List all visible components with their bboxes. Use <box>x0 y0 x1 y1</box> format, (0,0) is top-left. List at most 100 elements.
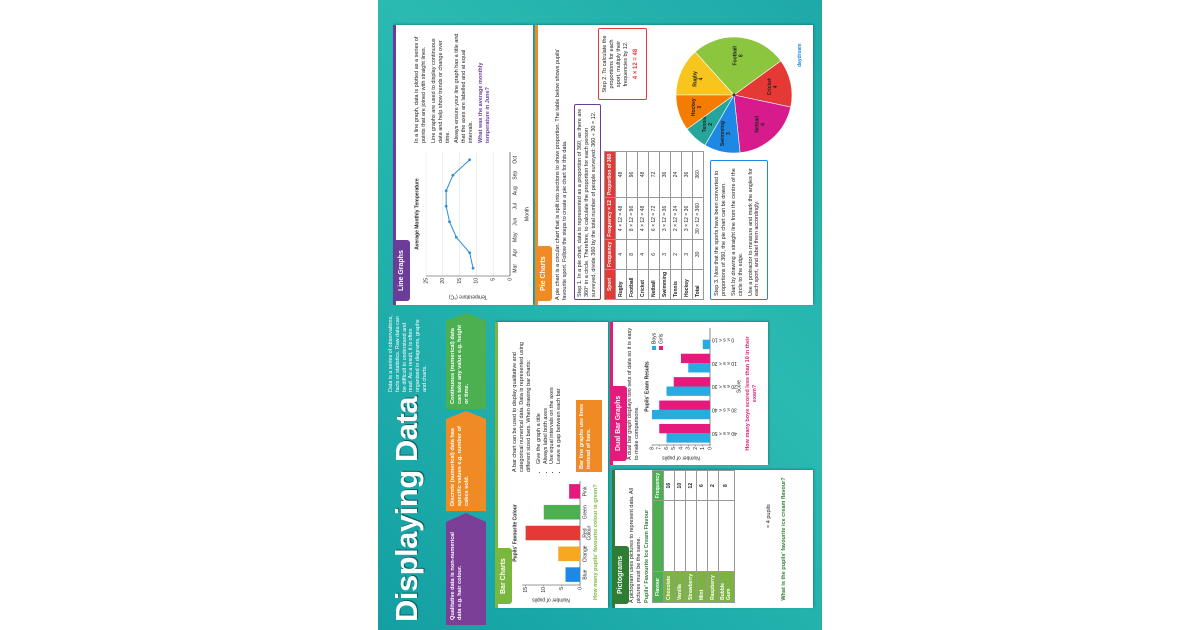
slice-value: 4 <box>698 77 704 80</box>
table-row: Raspberry 2 <box>707 470 719 603</box>
table-cell: 36 <box>681 151 693 198</box>
x-tick-label: 10 ≤ s < 20 <box>712 360 737 366</box>
chart-title: Pupils' Favourite Colour <box>512 504 518 562</box>
bullet: Give the graph a title <box>536 327 543 464</box>
table-row: Rugby 4 4 × 12 = 48 48 <box>615 151 627 300</box>
x-axis-label: Score <box>736 380 742 393</box>
paragraph: Step 2. To calculate the proportions for… <box>602 35 629 93</box>
table-cell: 48 <box>637 151 649 198</box>
table-cell: 24 <box>670 151 682 198</box>
x-tick-label: Orange <box>582 545 588 562</box>
table-cell: Swimming <box>659 269 671 300</box>
table-cell <box>696 500 708 572</box>
y-tick-label: 25 <box>423 278 429 284</box>
bar <box>525 525 580 541</box>
table-title: Pupils' Favourite Ice Cream Flavour <box>644 509 650 603</box>
table-cell: Cricket <box>637 269 649 300</box>
bar <box>666 386 710 396</box>
table-cell: Raspberry <box>707 571 719 603</box>
slice-value: 6 <box>761 123 767 126</box>
slice-label: Cricket <box>767 78 773 95</box>
table-cell: Mint <box>696 571 708 603</box>
table-cell: 2 × 12 = 24 <box>670 197 682 240</box>
x-tick-label: Blue <box>582 569 588 579</box>
table: Flavour Frequency Chocolate 16 Vanilla 10 Stra… <box>652 470 735 603</box>
note: Bar line graphs use lines instead of bar… <box>576 400 602 472</box>
table-cell: 3 <box>681 239 693 270</box>
pie-slice <box>675 94 735 130</box>
legend-swatch <box>659 346 663 350</box>
bar <box>659 400 710 410</box>
panel-header: Pie Charts <box>538 246 552 301</box>
line-graphs-panel: Line Graphs Average Monthly Temperature T… <box>393 25 533 305</box>
point <box>454 235 458 239</box>
question: How many boys scored less than 10 in the… <box>745 336 758 451</box>
table-cell: 2 <box>670 239 682 270</box>
table-row: Hockey 3 3 × 12 = 36 36 <box>681 151 693 300</box>
y-tick-label: 8 <box>649 447 655 450</box>
bullet: Use equal intervals on the axes <box>549 327 556 464</box>
table-header: Flavour <box>652 571 664 603</box>
table-cell: 6 <box>696 470 708 501</box>
point <box>444 189 448 193</box>
panel-header: Dual Bar Graphs <box>613 385 627 461</box>
table-cell: 3 × 12 = 36 <box>659 197 671 240</box>
bar <box>569 484 580 499</box>
x-tick-label: Red <box>582 528 588 537</box>
table-row: Bubble Gum 8 <box>718 470 734 603</box>
question: What is the pupils' favourite ice cream … <box>781 477 787 601</box>
y-tick-label: 6 <box>664 447 670 450</box>
x-tick-label: 0 ≤ s < 10 <box>712 336 734 342</box>
x-tick-label: Jul <box>512 203 518 209</box>
table-row: Strawberry 12 <box>685 470 697 603</box>
x-tick-label: 40 ≤ s < 50 <box>712 430 737 436</box>
table-header: Frequency <box>652 470 664 501</box>
point <box>444 204 448 208</box>
table-cell <box>685 500 697 572</box>
table-cell <box>663 500 675 572</box>
question: How many pupils' favourite colour is gre… <box>593 484 599 600</box>
intro-text: Data is a series of observations, facts … <box>388 315 428 392</box>
bar <box>565 567 580 582</box>
table-row: Mint 6 <box>696 470 708 603</box>
table-cell: 8 <box>718 470 734 501</box>
table-cell: 72 <box>648 151 660 198</box>
slice-label: Hockey <box>691 98 697 116</box>
slice-label: Swimming <box>720 121 726 146</box>
table-cell: 2 <box>707 470 719 501</box>
step-box: Step 3. Now that the sports have been co… <box>710 160 769 300</box>
bar <box>666 433 710 443</box>
pie-slice <box>733 94 792 154</box>
table-cell: 16 <box>663 470 675 501</box>
legend-swatch <box>652 346 656 350</box>
y-tick-label: 5 <box>491 278 497 281</box>
line <box>445 159 474 269</box>
table-cell: 6 × 12 = 72 <box>648 197 660 240</box>
point <box>451 173 455 177</box>
table-row: Tennis 2 2 × 12 = 24 24 <box>670 151 682 300</box>
point <box>448 220 451 224</box>
table-cell: Hockey <box>681 269 693 300</box>
table-header: Proportion of 360 <box>604 151 616 198</box>
slice-label: Rugby <box>692 71 698 87</box>
slice-label: Netball <box>755 115 761 132</box>
table-cell: 4 <box>637 239 649 270</box>
x-tick-label: 30 ≤ s < 40 <box>712 407 737 413</box>
paragraph: Always ensure your line graph has a titl… <box>454 33 475 143</box>
y-tick-label: 3 <box>686 447 692 450</box>
paragraph: A bar chart can be used to display quali… <box>512 342 532 472</box>
bar <box>652 409 710 420</box>
tag: Continuous (numerical) data can take any… <box>446 313 486 409</box>
y-tick-label: 2 <box>693 447 699 450</box>
table-cell: 12 <box>685 470 697 501</box>
x-tick-label: Apr <box>512 249 518 257</box>
x-tick-label: Aug <box>512 186 518 195</box>
question: What was the average monthly temperature… <box>478 62 491 143</box>
table-cell: Strawberry <box>685 571 697 603</box>
table-row: Vanilla 10 <box>674 470 686 603</box>
slice-value: 3 <box>726 132 732 135</box>
bar <box>702 339 710 350</box>
paragraph: Start by drawing a straight line from th… <box>730 168 744 296</box>
step-box: Step 1. In a pie chart, data is represen… <box>574 104 601 300</box>
